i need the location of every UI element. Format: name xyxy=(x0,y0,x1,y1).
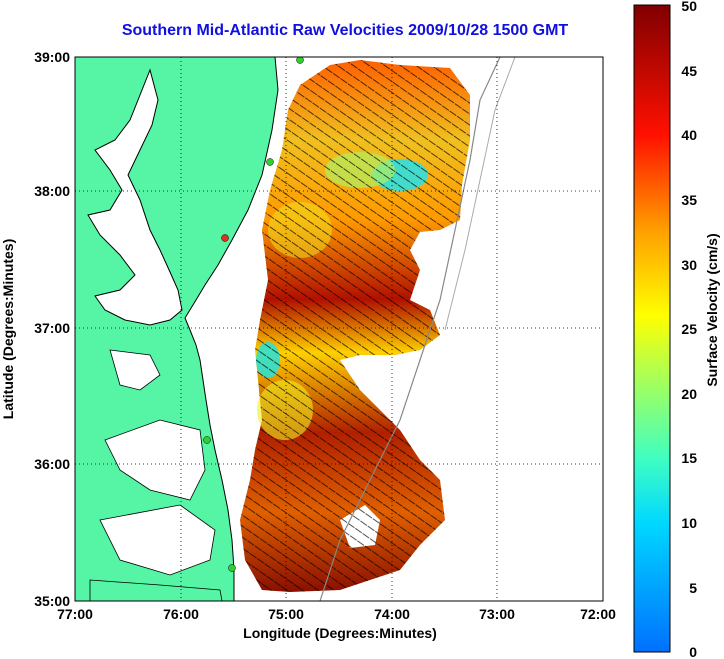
colorbar-label: Surface Velocity (cm/s) xyxy=(704,233,720,386)
velocity-arrows xyxy=(240,60,470,592)
x-tick-label: 75:00 xyxy=(268,606,304,622)
colorbar-tick: 40 xyxy=(681,127,697,143)
radar-station-marker xyxy=(228,564,236,572)
bathymetry-contour xyxy=(319,57,501,601)
x-tick-label: 72:00 xyxy=(580,606,616,622)
map-title: Southern Mid-Atlantic Raw Velocities 200… xyxy=(121,22,569,39)
radar-station-marker xyxy=(221,234,229,242)
x-axis-label: Longitude (Degrees:Minutes) xyxy=(243,625,437,641)
y-tick-labels: 39:00 38:00 37:00 36:00 35:00 xyxy=(34,49,70,609)
y-tick-label: 38:00 xyxy=(34,183,70,199)
colorbar-tick: 30 xyxy=(681,257,697,273)
x-tick-label: 73:00 xyxy=(479,606,515,622)
radar-station-marker xyxy=(203,436,211,444)
sound-water xyxy=(109,349,161,391)
radar-station-marker xyxy=(266,158,274,166)
colorbar-tick: 5 xyxy=(689,580,697,596)
colorbar-tick: 50 xyxy=(681,0,697,14)
colorbar-tick: 45 xyxy=(681,63,697,79)
colorbar-tick: 0 xyxy=(689,644,697,659)
y-tick-label: 35:00 xyxy=(34,593,70,609)
pamlico-sound-south xyxy=(99,504,216,576)
y-tick-label: 36:00 xyxy=(34,456,70,472)
chesapeake-bay xyxy=(87,68,183,326)
colorbar-tick: 15 xyxy=(681,450,697,466)
y-tick-label: 37:00 xyxy=(34,320,70,336)
x-tick-label: 74:00 xyxy=(374,606,410,622)
colorbar-tick: 10 xyxy=(681,515,697,531)
colorbar-tick: 25 xyxy=(681,321,697,337)
axes-frame xyxy=(74,56,604,602)
bathymetry-contour-2 xyxy=(444,57,516,331)
colorbar-tick: 35 xyxy=(681,192,697,208)
pamlico-sound xyxy=(104,419,206,501)
colorbar xyxy=(633,4,671,653)
x-tick-label: 77:00 xyxy=(57,606,93,622)
y-tick-label: 39:00 xyxy=(34,49,70,65)
x-tick-labels: 77:00 76:00 75:00 74:00 73:00 72:00 xyxy=(57,606,616,622)
grid-lines xyxy=(75,57,603,601)
radar-station-marker xyxy=(296,57,304,64)
y-axis-label: Latitude (Degrees:Minutes) xyxy=(0,239,16,419)
colorbar-ticks: 0 5 10 15 20 25 30 35 40 45 50 xyxy=(681,0,697,659)
x-tick-label: 76:00 xyxy=(163,606,199,622)
land-south xyxy=(89,579,223,601)
colorbar-tick: 20 xyxy=(681,386,697,402)
